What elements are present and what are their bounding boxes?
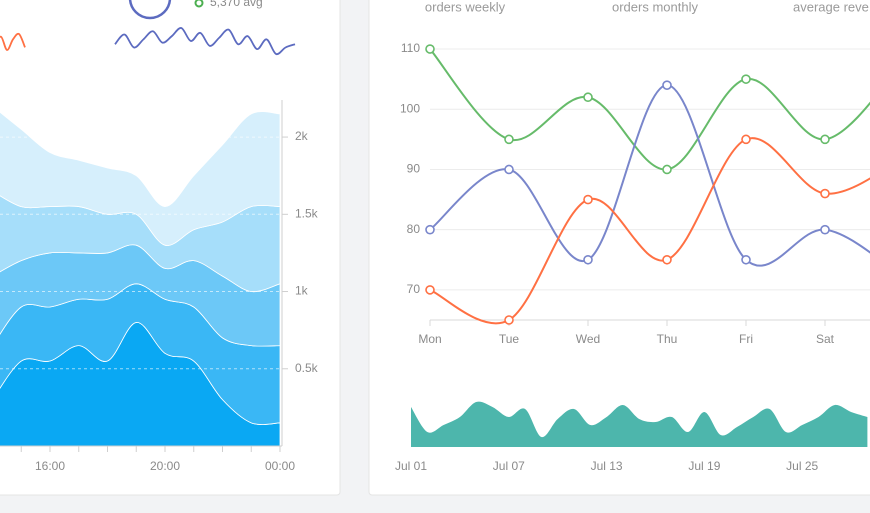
- x-tick-label: Wed: [576, 332, 600, 346]
- area: [411, 401, 868, 447]
- point-marker: [820, 188, 830, 199]
- point-marker: [504, 134, 514, 145]
- point-marker: [741, 134, 751, 145]
- x-tick-label: Fri: [739, 332, 753, 346]
- legend-dot: [194, 0, 204, 8]
- y-tick-label: 80: [407, 222, 421, 236]
- x-tick-label: Jul 19: [688, 459, 720, 473]
- x-tick-label: Jul 07: [493, 459, 525, 473]
- point-marker: [425, 44, 435, 54]
- point-marker: [583, 92, 593, 103]
- point-marker: [583, 194, 593, 205]
- x-tick-label: Sat: [816, 332, 835, 346]
- panel-header: average reve: [793, 0, 869, 14]
- point-marker: [662, 254, 672, 265]
- panel-header: orders monthly: [612, 0, 698, 14]
- x-tick-label: Jul 13: [591, 459, 623, 473]
- x-tick-label: Jul 01: [395, 459, 427, 473]
- panel-header: orders weekly: [425, 0, 506, 14]
- stream-layer: [0, 111, 281, 246]
- x-tick-label: Mon: [418, 332, 441, 346]
- point-marker: [741, 254, 751, 265]
- point-marker: [425, 224, 435, 235]
- point-marker: [504, 315, 514, 325]
- y-tick-label: 100: [400, 101, 420, 115]
- y-tick-label: 0.5k: [295, 361, 319, 375]
- point-marker: [820, 224, 830, 235]
- x-tick-label: Jul 25: [786, 459, 818, 473]
- stat-label: 5,370 avg: [210, 0, 263, 9]
- point-marker: [662, 80, 672, 90]
- x-tick-label: 00:00: [265, 459, 295, 473]
- point-marker: [662, 164, 672, 175]
- x-tick-label: Tue: [499, 332, 520, 346]
- x-tick-label: Thu: [657, 332, 678, 346]
- point-marker: [504, 164, 514, 175]
- y-tick-label: 2k: [295, 129, 309, 143]
- point-marker: [741, 74, 751, 84]
- x-tick-label: 20:00: [150, 459, 180, 473]
- point-marker: [820, 134, 830, 145]
- right-card: [368, 0, 870, 496]
- ring-indicator: [128, 0, 172, 20]
- point-marker: [425, 285, 435, 295]
- sparkline: [114, 27, 296, 56]
- y-tick-label: 90: [407, 162, 421, 176]
- sparkline: [0, 32, 26, 51]
- y-tick-label: 70: [407, 282, 421, 296]
- x-tick-label: 16:00: [35, 459, 65, 473]
- y-tick-label: 110: [401, 41, 420, 55]
- y-tick-label: 1.5k: [295, 206, 319, 220]
- point-marker: [583, 254, 593, 265]
- y-tick-label: 1k: [295, 284, 309, 298]
